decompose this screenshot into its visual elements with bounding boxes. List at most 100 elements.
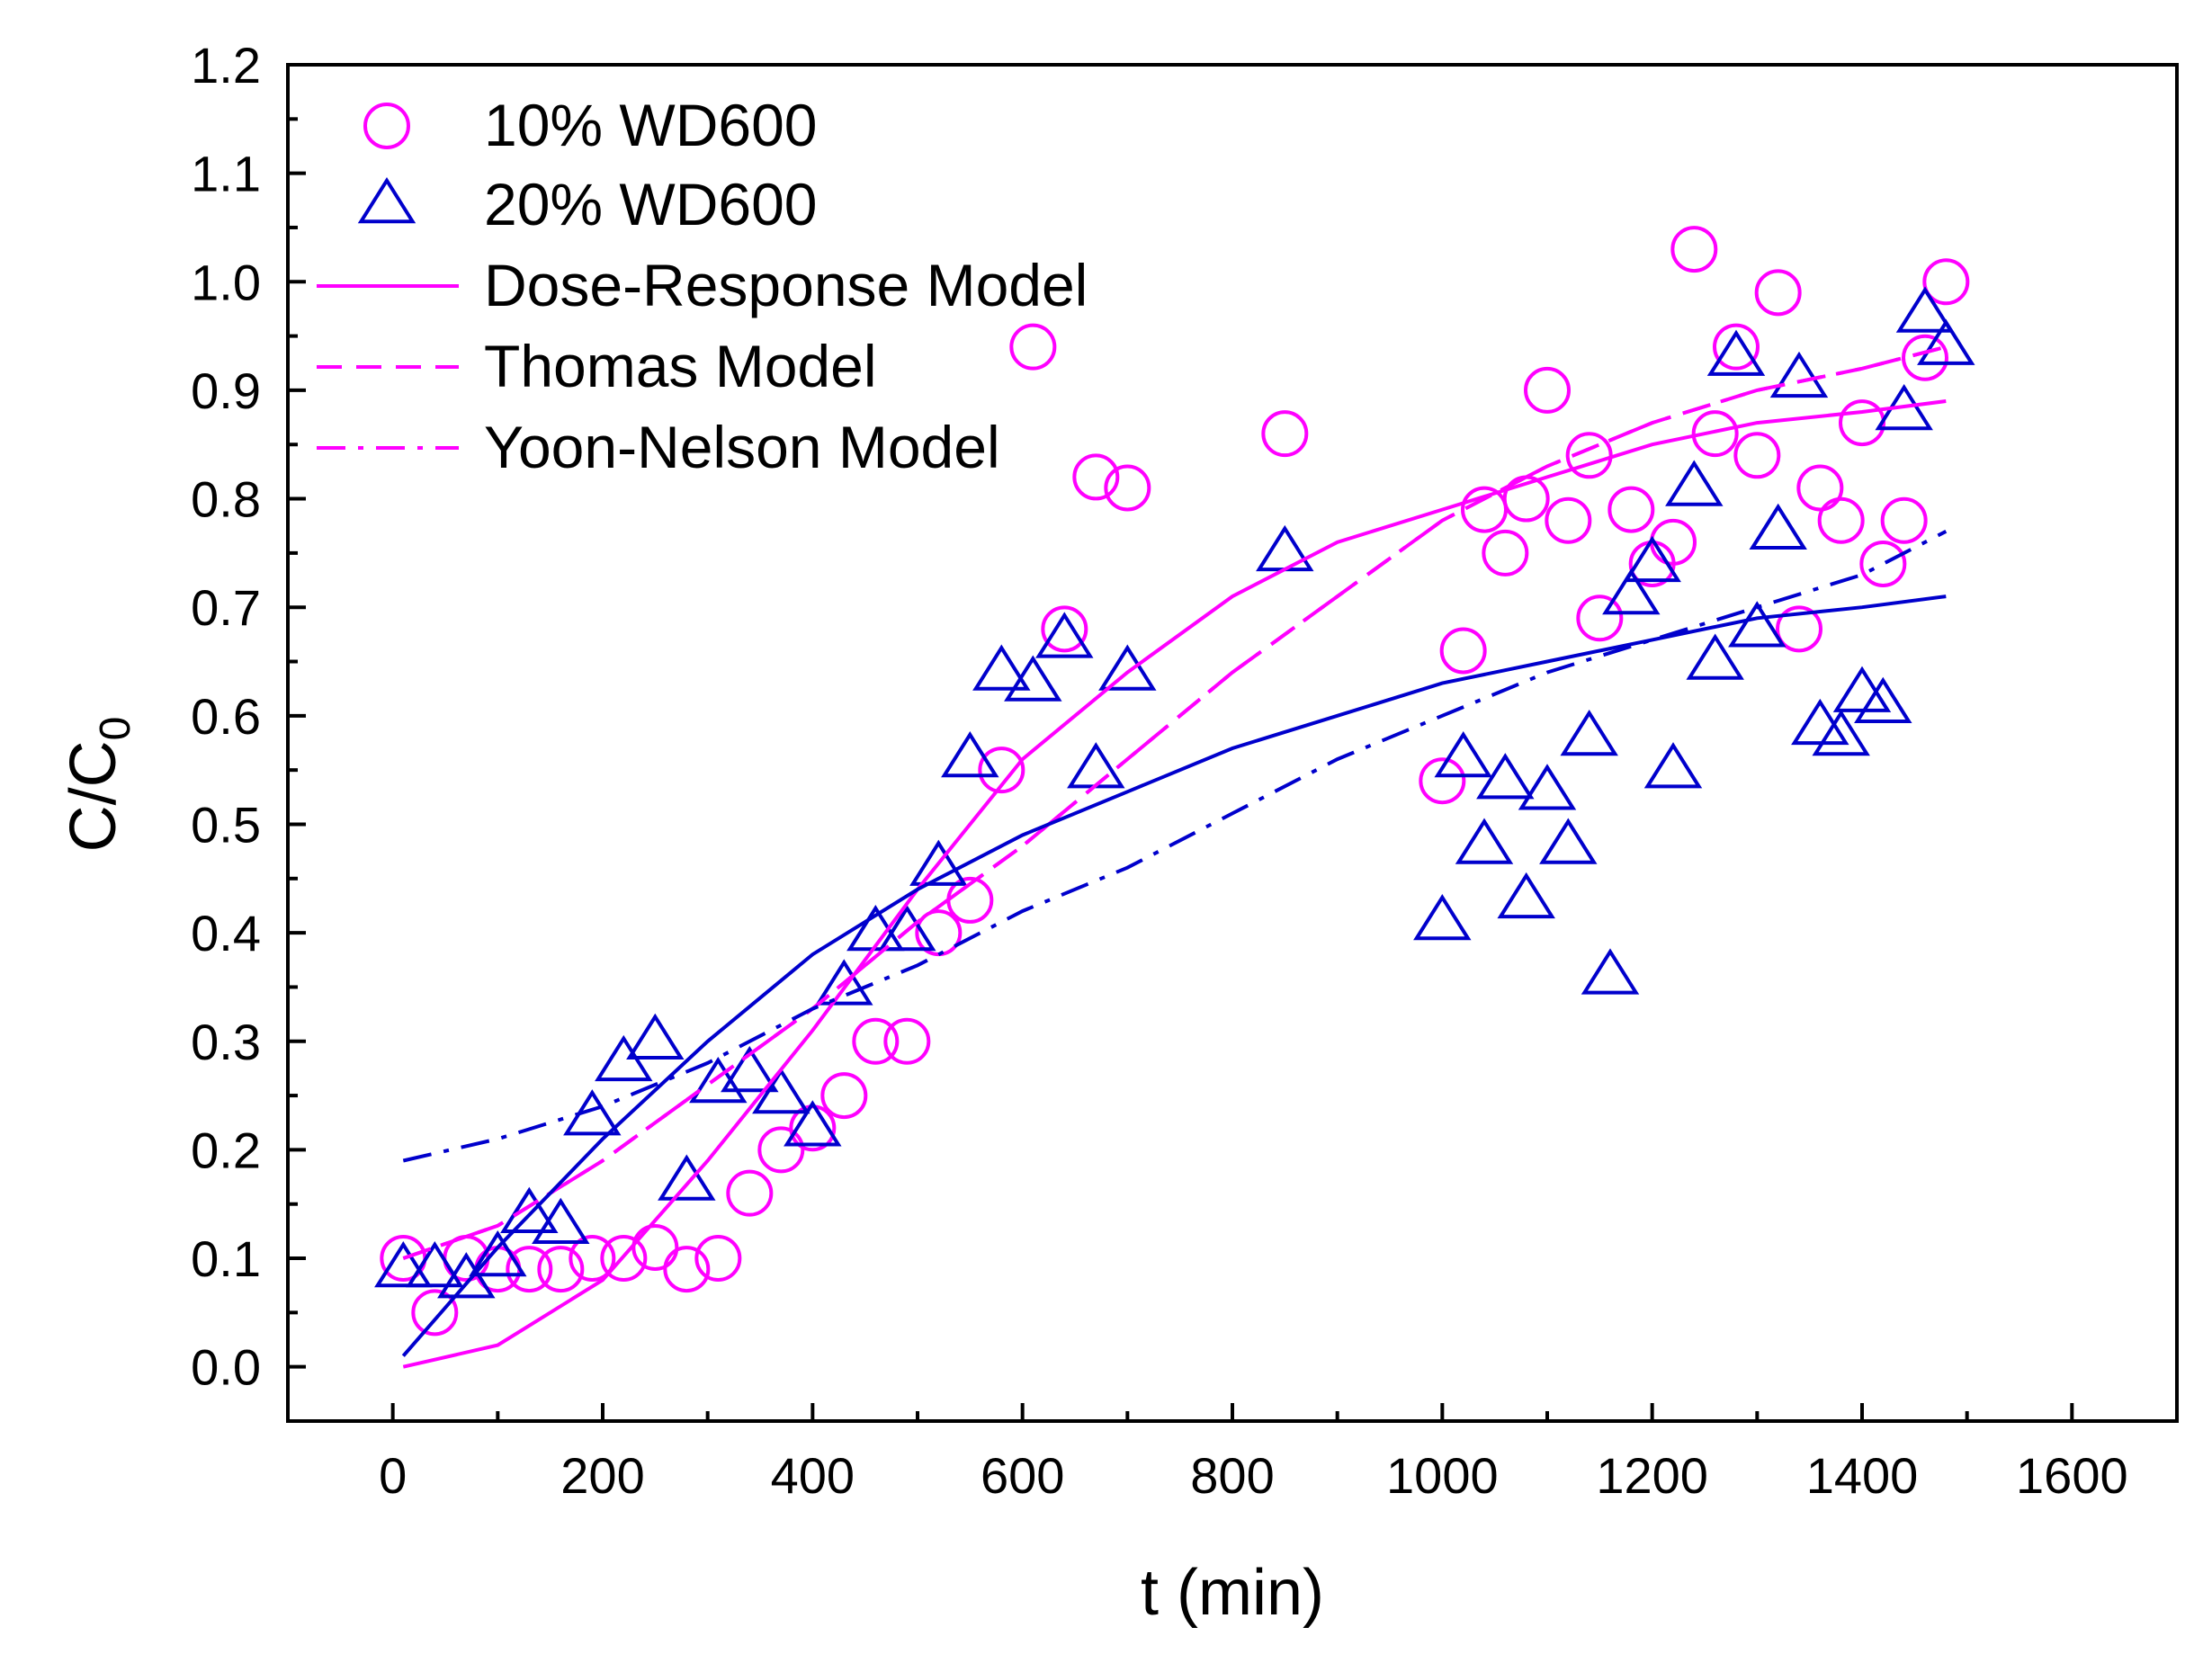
data-point-20-wd600 [1455,818,1514,864]
y-tick-label: 0.3 [191,1014,261,1070]
data-point-10-wd600 [1776,605,1822,653]
y-tick-label: 0.0 [191,1339,261,1396]
x-tick-label: 0 [379,1447,407,1504]
x-tick-label: 600 [981,1447,1064,1504]
series-20-yoon-nelson-fit [402,530,1948,1163]
legend-item-yoon-nelson-model: Yoon-Nelson Model [317,414,1000,480]
legend-label: Yoon-Nelson Model [484,414,1000,480]
data-point-20-wd600 [1035,612,1094,658]
data-point-20-wd600 [941,731,999,778]
data-point-20-wd600 [532,1197,590,1244]
data-point-10-wd600 [1922,258,1970,306]
data-point-20-wd600 [1434,731,1492,778]
data-point-10-wd600 [411,1289,459,1337]
data-point-20-wd600 [721,1045,779,1093]
legend-item-dose-response-model: Dose-Response Model [317,252,1088,318]
data-point-10-wd600 [1041,605,1088,653]
data-point-20-wd600 [1497,872,1555,919]
data-point-20-wd600 [1581,948,1640,995]
data-point-20-wd600 [1917,318,1975,365]
data-point-10-wd600 [569,1235,616,1283]
y-axis-title-subscript: 0 [92,717,139,741]
data-point-20-wd600 [500,1186,559,1233]
series-20-wd600 [374,286,1975,1299]
data-point-10-wd600 [1524,366,1571,414]
y-tick-label: 0.9 [191,362,261,419]
data-point-20-wd600 [1686,633,1744,680]
legend-swatch [357,176,416,224]
data-point-10-wd600 [1545,496,1592,544]
legend-item-20-wd600: 20% WD600 [357,171,818,237]
data-point-10-wd600 [726,1169,774,1217]
y-tick-label: 0.5 [191,796,261,853]
data-point-20-wd600 [1665,460,1724,506]
data-point-20-wd600 [972,644,1031,691]
data-point-20-wd600 [406,1241,464,1288]
data-point-10-wd600 [852,1017,900,1065]
data-point-10-wd600 [1796,464,1844,512]
data-point-10-wd600 [1419,757,1466,805]
data-point-10-wd600 [1261,410,1309,458]
x-tick-label: 800 [1190,1447,1274,1504]
legend-item-10-wd600: 10% WD600 [363,92,818,158]
data-point-20-wd600 [1706,329,1766,376]
x-tick-label: 1200 [1596,1447,1708,1504]
data-point-20-wd600 [626,1013,685,1060]
y-axis-title-text: C/C [58,740,130,852]
data-point-10-wd600 [1733,432,1781,479]
x-axis-title: t (min) [1141,1557,1324,1629]
data-point-10-wd600 [757,1126,805,1174]
y-tick-label: 0.8 [191,471,261,528]
data-point-20-wd600 [1791,698,1849,746]
data-point-10-wd600 [1902,334,1948,381]
y-tick-label: 0.7 [191,579,261,636]
y-tick-label: 0.6 [191,688,261,745]
data-point-10-wd600 [978,747,1025,794]
ticks-layer: 0 200 400 600 800 1000 1200 1400 1600 0.0 0.1 0.2 0.… [191,37,2127,1504]
legend-swatch [363,103,410,149]
data-point-10-wd600 [1104,464,1151,512]
y-tick-label: 1.0 [191,254,261,310]
y-tick-label: 1.2 [191,37,261,94]
data-point-10-wd600 [1576,595,1624,642]
legend-label: 20% WD600 [484,171,818,237]
data-point-20-wd600 [1098,644,1157,691]
data-point-10-wd600 [694,1235,742,1283]
line-20-dose-response-fit [401,595,1947,1357]
data-point-10-wd600 [1439,627,1487,675]
data-point-20-wd600 [1728,601,1787,648]
legend-label: Thomas Model [484,333,877,399]
y-tick-label: 0.4 [191,905,261,961]
data-point-10-wd600 [1713,323,1760,371]
series-yoon-nelson-model [402,344,1947,1260]
data-point-10-wd600 [1072,453,1120,501]
data-point-20-wd600 [909,839,968,886]
data-point-20-wd600 [815,959,873,1006]
legend-item-thomas-model: Thomas Model [317,333,877,399]
data-point-20-wd600 [469,1229,527,1277]
svg-text:C/C0: C/C0 [58,717,139,853]
data-point-20-wd600 [658,1154,716,1201]
data-point-20-wd600 [1518,764,1577,810]
data-point-10-wd600 [883,1017,931,1065]
data-point-20-wd600 [1643,742,1703,789]
x-tick-label: 400 [771,1447,855,1504]
data-point-20-wd600 [1812,709,1870,756]
data-point-20-wd600 [784,1100,842,1147]
line-yoon-nelson-model [402,344,1947,1260]
line-20-yoon-nelson-fit [402,530,1948,1163]
data-point-20-wd600 [1854,676,1912,723]
x-tick-label: 1600 [2016,1447,2128,1504]
data-point-10-wd600 [1691,410,1739,458]
data-point-10-wd600 [1817,496,1865,544]
data-point-10-wd600 [1608,486,1655,533]
x-tick-label: 1400 [1806,1447,1919,1504]
y-axis-title: C/C0 [58,717,139,853]
data-point-20-wd600 [1895,286,1955,333]
data-point-10-wd600 [1565,432,1613,479]
legend-label: 10% WD600 [484,92,818,158]
data-point-20-wd600 [1602,568,1661,615]
data-point-20-wd600 [1539,818,1598,864]
data-point-20-wd600 [752,1068,810,1114]
data-point-20-wd600 [1623,535,1681,583]
